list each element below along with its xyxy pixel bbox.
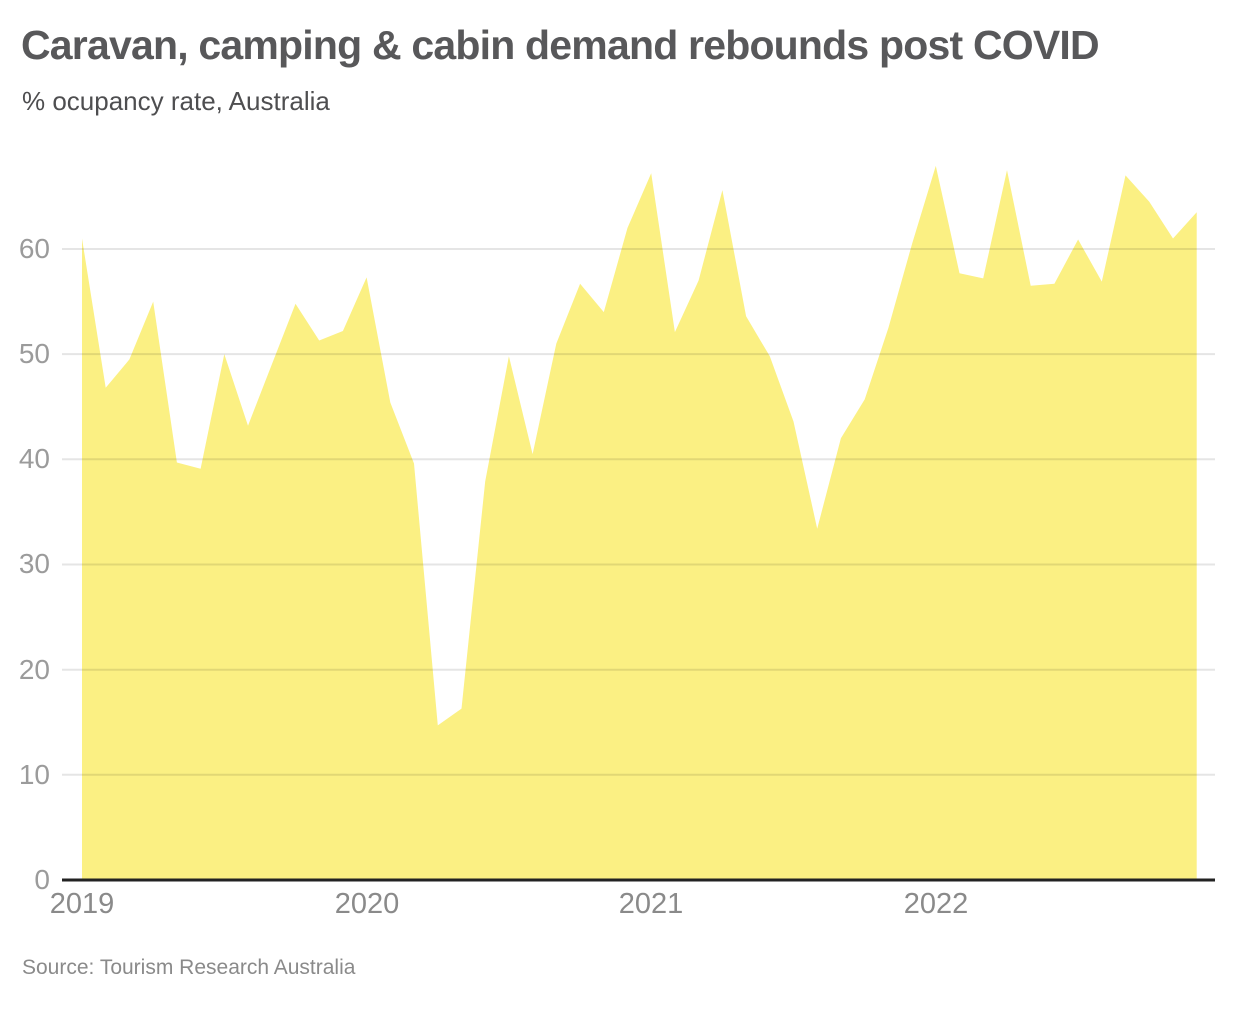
y-axis-tick-label: 40	[18, 443, 50, 474]
y-axis-tick-label: 30	[18, 548, 50, 579]
y-axis-tick-label: 60	[18, 233, 50, 264]
occupancy-area-series	[82, 165, 1197, 880]
source-note: Source: Tourism Research Australia	[22, 956, 356, 979]
x-axis-tick-label: 2021	[618, 888, 684, 920]
chart-title: Caravan, camping & cabin demand rebounds…	[21, 22, 1100, 68]
y-axis-tick-label: 10	[18, 759, 50, 790]
y-axis-tick-label: 20	[18, 654, 50, 685]
y-axis-tick-label: 0	[34, 864, 50, 895]
x-axis-tick-label: 2022	[903, 888, 969, 920]
chart-subtitle: % ocupancy rate, Australia	[22, 86, 330, 116]
y-axis-tick-label: 50	[18, 338, 50, 369]
gridlines	[62, 248, 1215, 776]
x-axis-tick-label: 2019	[49, 888, 115, 920]
x-axis-tick-label: 2020	[334, 888, 400, 920]
